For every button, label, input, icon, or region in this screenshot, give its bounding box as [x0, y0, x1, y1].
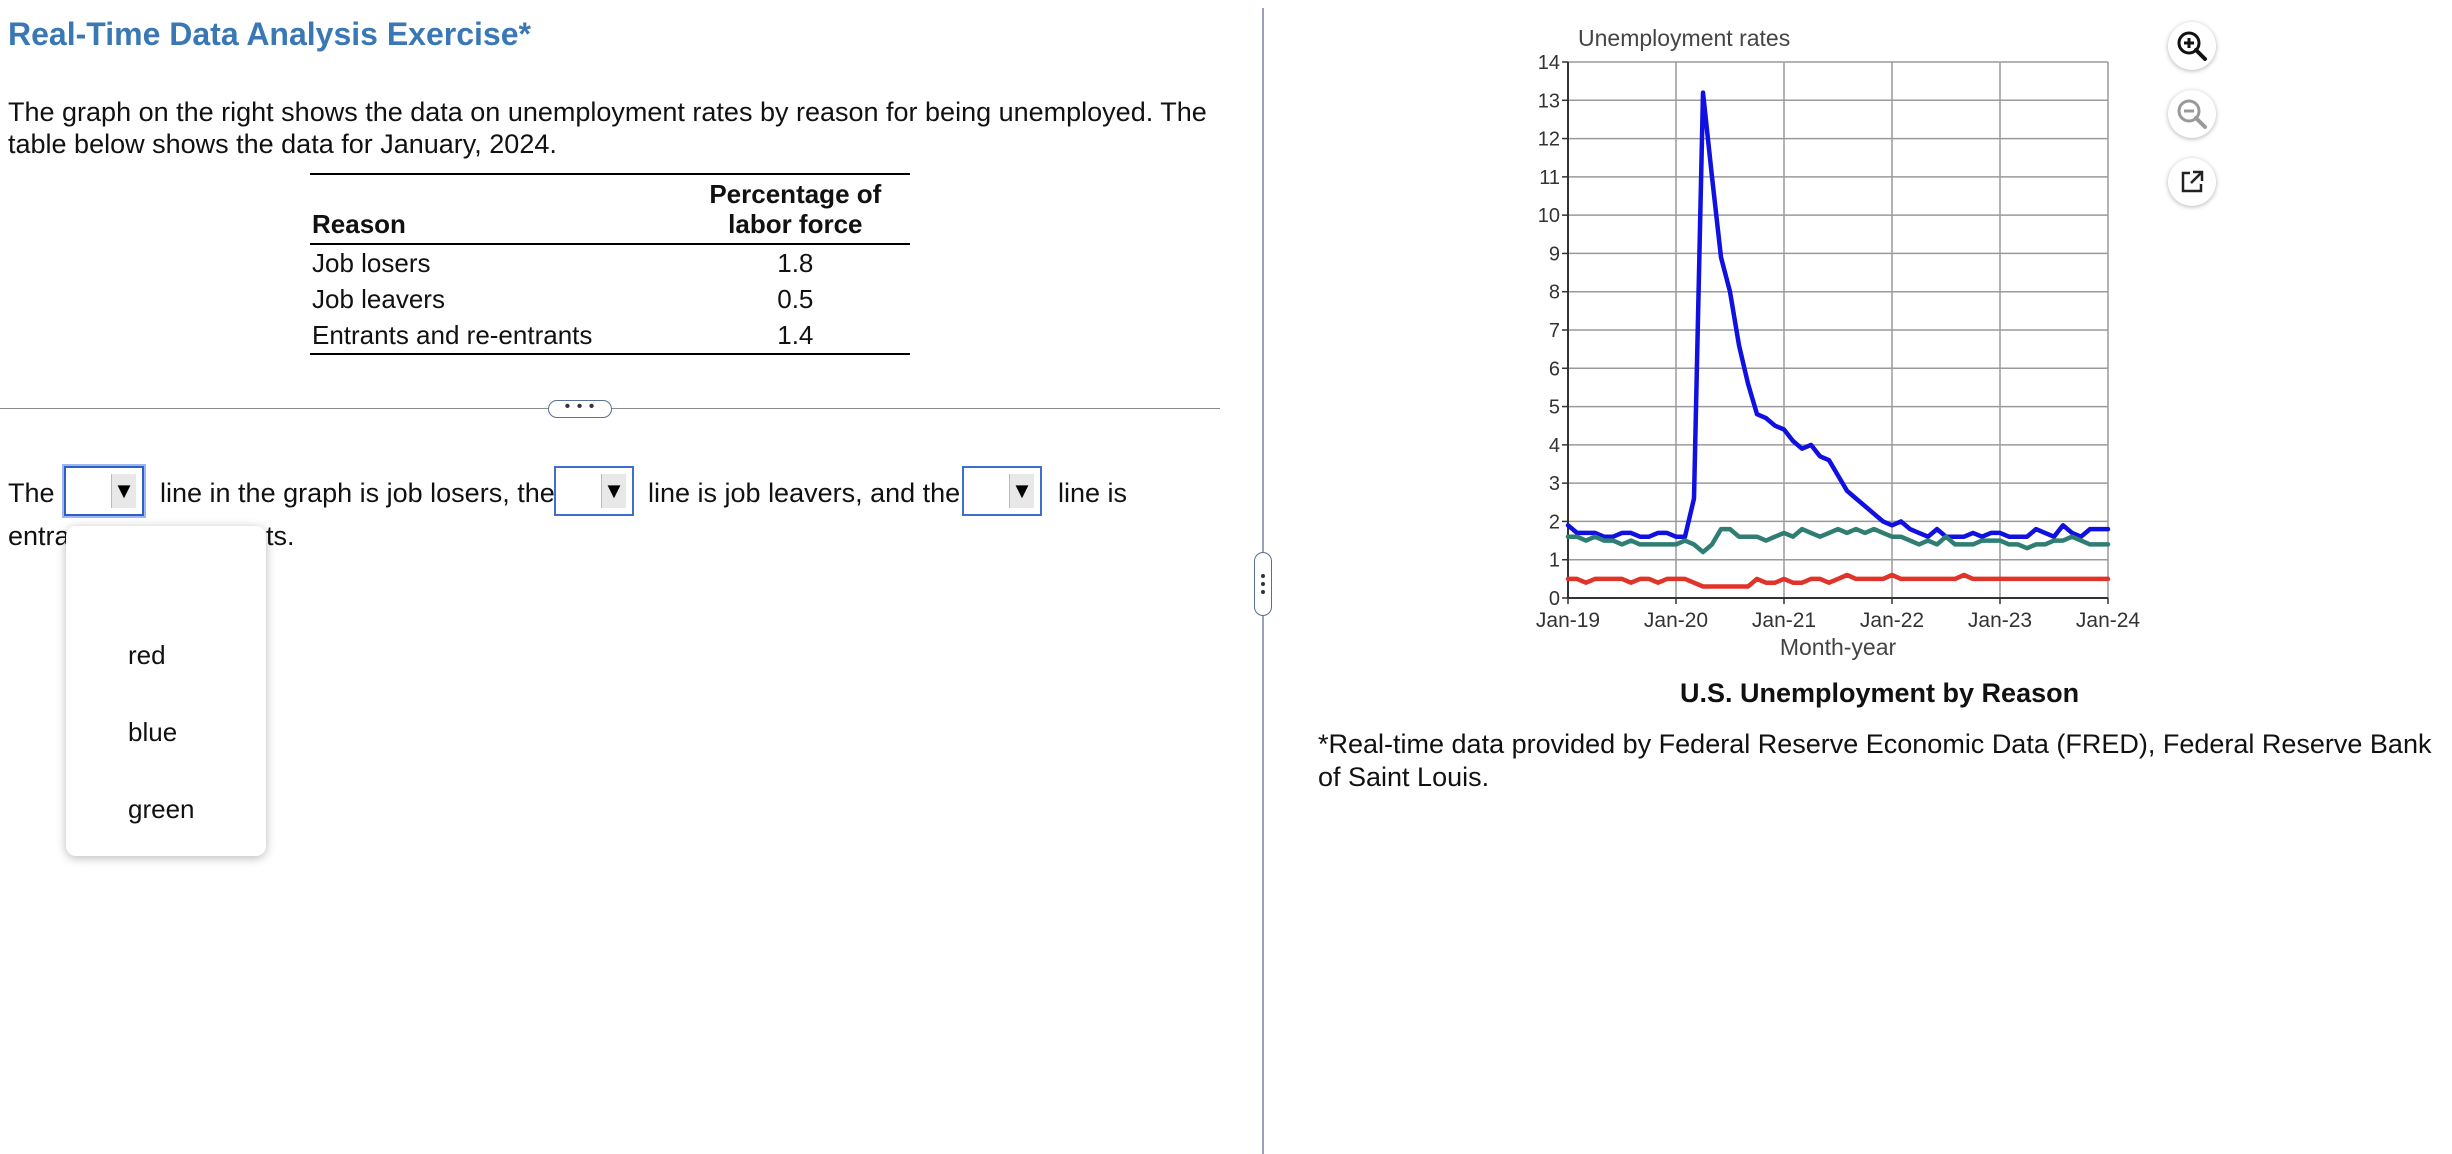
y-tick-label: 1 [1549, 550, 1560, 572]
zoom-in-button[interactable] [2168, 22, 2216, 70]
y-tick-label: 6 [1549, 358, 1560, 380]
dropdown-option-red[interactable]: red [128, 640, 166, 670]
x-tick-label: Jan-24 [2076, 609, 2141, 632]
external-link-icon [2181, 170, 2204, 193]
table-header-percentage: Percentage of labor force [681, 174, 910, 244]
table-row: Entrants and re-entrants 1.4 [310, 317, 910, 354]
dropdown-option-blue[interactable]: blue [128, 717, 178, 747]
question-text-line2-start: entra [8, 521, 70, 551]
dropdown-job-losers[interactable]: ▼ [64, 466, 144, 516]
dropdown-option-green[interactable]: green [128, 794, 195, 824]
table-row: Job losers 1.8 [310, 244, 910, 281]
table-cell-value: 1.4 [777, 320, 814, 350]
vertical-resize-handle[interactable] [1254, 552, 1272, 616]
zoom-out-button[interactable] [2168, 90, 2216, 138]
question-text-line2-end: ts. [266, 521, 295, 551]
y-tick-label: 12 [1538, 129, 1560, 151]
y-tick-label: 9 [1549, 243, 1560, 265]
series-line-3 [1565, 572, 2111, 589]
x-tick-label: Jan-20 [1644, 609, 1708, 632]
series-line-2 [1565, 526, 2111, 555]
table-cell-value: 0.5 [777, 284, 814, 314]
table-header-percentage-line2: labor force [728, 209, 863, 239]
series-line-1 [1565, 90, 2111, 539]
table-cell-reason: Job losers [312, 248, 431, 278]
zoom-in-icon [2177, 31, 2207, 61]
y-tick-label: 13 [1538, 90, 1560, 112]
x-tick-label: Jan-21 [1752, 609, 1816, 632]
horizontal-resize-handle[interactable]: • • • [548, 399, 612, 418]
table-header-row: Reason Percentage of labor force [310, 174, 910, 244]
intro-text: The graph on the right shows the data on… [8, 97, 1207, 159]
x-tick-label: Jan-23 [1968, 609, 2032, 632]
dropdown-job-leavers[interactable]: ▼ [554, 466, 634, 516]
table-cell-reason: Job leavers [312, 284, 445, 314]
x-tick-label: Jan-19 [1536, 609, 1600, 632]
dropdown-arrow-icon: ▼ [111, 474, 136, 508]
dropdown-arrow-icon: ▼ [1009, 474, 1034, 508]
footnote: *Real-time data provided by Federal Rese… [1318, 729, 2432, 792]
y-tick-label: 8 [1549, 282, 1560, 304]
y-tick-label: 5 [1549, 397, 1560, 419]
question-text-1: The [8, 478, 55, 508]
question-text-2: line in the graph is job losers, the [160, 478, 555, 508]
table-row: Job leavers 0.5 [310, 281, 910, 317]
chart-title: Unemployment rates [1578, 25, 1790, 51]
x-axis-label: Month-year [1780, 634, 1897, 660]
chart-caption: U.S. Unemployment by Reason [1680, 678, 2080, 708]
y-tick-label: 7 [1549, 320, 1560, 342]
y-tick-label: 3 [1549, 473, 1560, 495]
y-tick-label: 4 [1549, 435, 1560, 457]
zoom-out-icon [2177, 99, 2207, 129]
data-table: Reason Percentage of labor force Job los… [310, 173, 910, 355]
table-cell-reason: Entrants and re-entrants [312, 320, 593, 350]
popout-button[interactable] [2168, 158, 2216, 206]
table-header-reason: Reason [312, 209, 406, 239]
y-tick-label: 0 [1549, 588, 1560, 610]
dropdown-entrants[interactable]: ▼ [962, 466, 1042, 516]
y-tick-label: 10 [1538, 205, 1560, 227]
x-tick-label: Jan-22 [1860, 609, 1924, 632]
table-cell-value: 1.8 [777, 248, 814, 278]
y-tick-label: 14 [1538, 52, 1560, 74]
y-tick-label: 11 [1539, 167, 1560, 189]
question-text-4: line is [1058, 478, 1128, 508]
dropdown-menu: red blue green [66, 526, 266, 856]
table-header-percentage-line1: Percentage of [709, 179, 882, 209]
y-tick-label: 2 [1549, 511, 1560, 533]
question-text-3: line is job leavers, and the [648, 478, 961, 508]
dropdown-arrow-icon: ▼ [601, 474, 626, 508]
page-title: Real-Time Data Analysis Exercise* [8, 16, 531, 52]
